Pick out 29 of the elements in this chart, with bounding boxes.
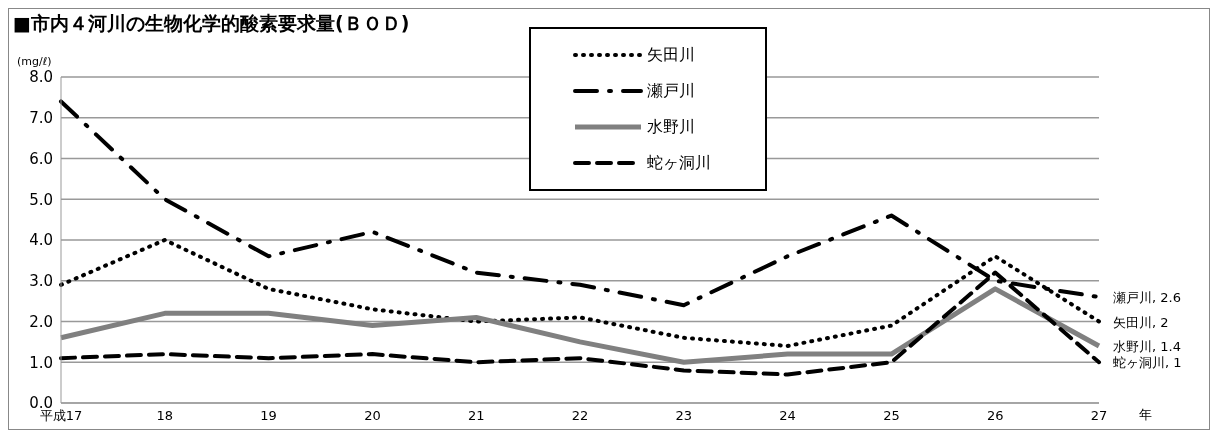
legend-label: 水野川	[647, 116, 695, 138]
x-tick-label: 20	[364, 408, 381, 424]
x-tick-label: 19	[260, 408, 277, 424]
legend-label: 瀬戸川	[647, 80, 695, 102]
annotation: 水野川, 1.4	[1113, 338, 1181, 354]
y-tick-label: 8.0	[29, 68, 53, 87]
x-tick-label: 18	[156, 408, 174, 424]
y-tick-label: 1.0	[29, 353, 53, 372]
annotation: 矢田川, 2	[1113, 314, 1169, 330]
x-axis-title: 年	[1139, 407, 1152, 422]
x-tick-label: 26	[986, 408, 1004, 424]
annotation: 蛇ヶ洞川, 1	[1113, 355, 1182, 371]
annotation: 瀬戸川, 2.6	[1113, 290, 1181, 306]
y-tick-label: 3.0	[29, 272, 53, 291]
y-tick-label: 5.0	[29, 190, 53, 209]
x-tick-label: 24	[779, 408, 796, 424]
x-tick-label: 25	[883, 408, 900, 424]
y-tick-label: 2.0	[29, 312, 53, 331]
x-tick-label: 21	[467, 408, 485, 424]
x-tick-label: 22	[571, 408, 589, 424]
y-tick-label: 4.0	[29, 231, 53, 250]
y-tick-label: 6.0	[29, 149, 53, 168]
x-tick-label: 23	[675, 408, 693, 424]
y-tick-label: 7.0	[29, 109, 53, 128]
x-tick-label: 27	[1090, 408, 1108, 424]
legend-label: 矢田川	[647, 44, 695, 66]
chart-title: ■市内４河川の生物化学的酸素要求量(ＢＯＤ)	[13, 11, 410, 36]
y-axis-title: (mg/ℓ)	[17, 55, 52, 68]
legend-label: 蛇ヶ洞川	[647, 152, 711, 174]
